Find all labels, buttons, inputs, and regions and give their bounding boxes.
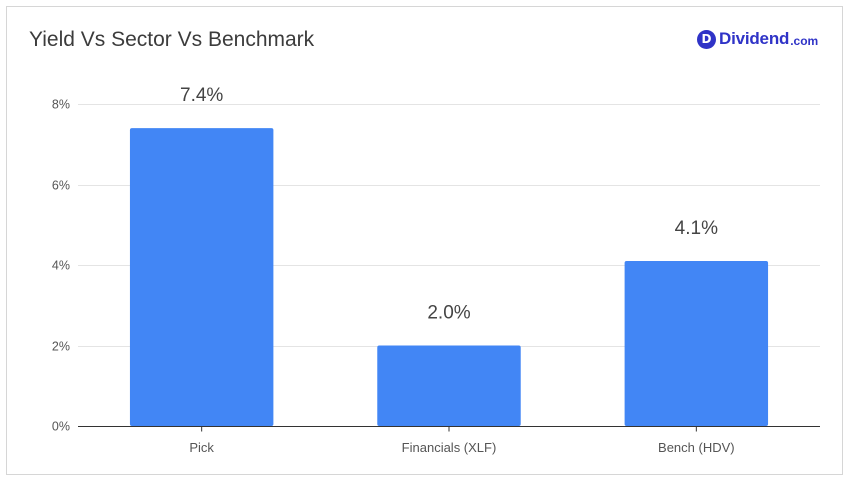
chart-title: Yield Vs Sector Vs Benchmark <box>29 28 315 51</box>
data-labels: 7.4% 2.0% 4.1% <box>180 85 718 323</box>
bar <box>624 260 769 426</box>
y-tick-label: 2% <box>52 340 70 354</box>
data-label: 7.4% <box>180 85 223 106</box>
brand-name: Dividend <box>719 29 790 48</box>
x-tick-label: Financials (XLF) <box>402 440 497 455</box>
x-tick-label: Bench (HDV) <box>658 440 735 455</box>
brand-logo: D Dividend .com <box>697 29 818 49</box>
bar <box>377 345 521 426</box>
y-axis: 0% 2% 4% 6% 8% <box>52 98 70 434</box>
x-axis: Pick Financials (XLF) Bench (HDV) <box>78 426 820 455</box>
bar <box>129 128 274 426</box>
dividend-logo-icon: D <box>697 29 716 49</box>
data-label: 2.0% <box>427 303 470 324</box>
y-tick-label: 4% <box>52 259 70 273</box>
data-label: 4.1% <box>675 218 718 239</box>
y-tick-label: 6% <box>52 179 70 193</box>
y-tick-label: 0% <box>52 420 70 434</box>
y-tick-label: 8% <box>52 98 70 112</box>
brand-tld: .com <box>790 33 819 48</box>
x-tick-label: Pick <box>189 440 214 455</box>
bars <box>129 128 769 426</box>
